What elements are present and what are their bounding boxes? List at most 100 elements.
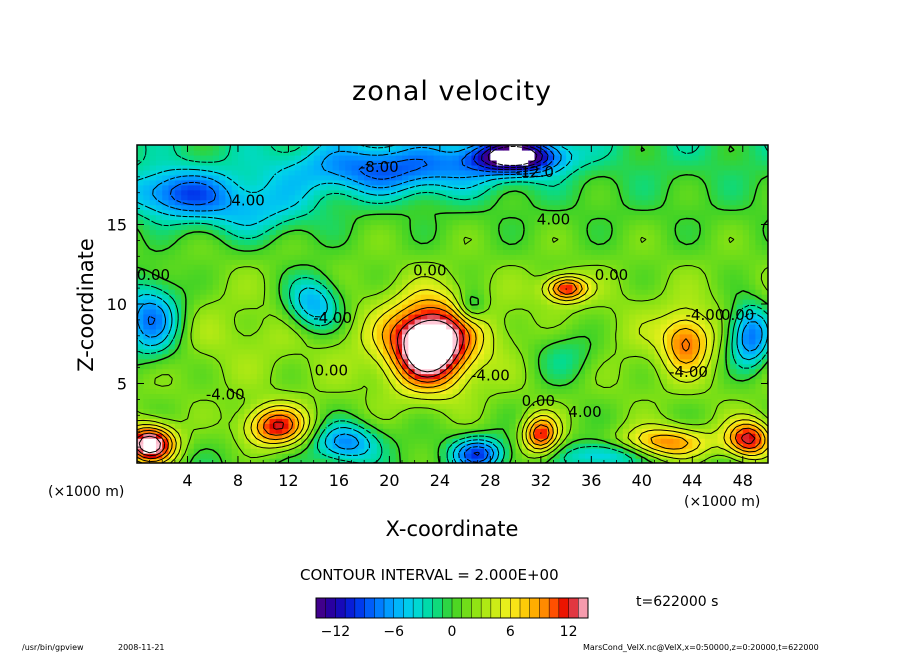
field-cell <box>206 458 214 463</box>
field-cell <box>162 323 170 330</box>
field-cell <box>301 408 308 414</box>
field-cell <box>685 284 693 290</box>
field-cell <box>502 313 510 320</box>
field-cell <box>345 358 353 365</box>
field-cell <box>200 244 208 250</box>
field-cell <box>736 393 744 400</box>
field-cell <box>219 289 226 295</box>
field-cell <box>345 279 353 285</box>
field-cell <box>692 313 700 320</box>
field-cell <box>250 353 258 360</box>
field-cell <box>149 368 157 375</box>
field-cell <box>717 264 725 270</box>
field-cell <box>326 249 334 255</box>
field-cell <box>395 438 403 444</box>
field-cell <box>641 294 649 300</box>
field-cell <box>755 378 763 385</box>
field-cell <box>143 333 151 340</box>
field-cell <box>477 219 485 226</box>
field-cell <box>484 348 491 355</box>
field-cell <box>237 274 245 280</box>
field-cell <box>591 219 599 226</box>
field-cell <box>622 333 630 340</box>
field-cell <box>648 289 656 295</box>
field-cell <box>294 378 302 385</box>
field-cell <box>711 418 719 424</box>
field-cell <box>402 423 409 429</box>
field-cell <box>389 284 397 290</box>
field-cell <box>540 299 548 305</box>
field-cell <box>282 249 290 255</box>
field-cell <box>250 403 258 409</box>
field-cell <box>193 338 201 345</box>
field-cell <box>654 388 662 395</box>
field-cell <box>427 403 435 409</box>
field-cell <box>446 418 454 424</box>
field-cell <box>206 249 214 255</box>
field-cell <box>742 269 750 275</box>
field-cell <box>685 224 693 231</box>
field-cell <box>559 264 567 270</box>
field-cell <box>566 219 573 226</box>
field-cell <box>723 279 731 285</box>
field-cell <box>351 289 359 295</box>
field-cell <box>313 289 321 295</box>
field-cell <box>641 313 649 320</box>
field-cell <box>477 448 485 454</box>
field-cell <box>446 403 454 409</box>
field-cell <box>313 353 321 360</box>
field-cell <box>212 368 220 375</box>
field-cell <box>660 363 668 370</box>
field-cell <box>654 363 662 370</box>
field-cell <box>338 363 346 370</box>
field-cell <box>717 418 725 424</box>
field-cell <box>578 269 586 275</box>
field-cell <box>427 224 435 231</box>
field-cell <box>635 323 643 330</box>
field-cell <box>723 294 731 300</box>
field-cell <box>711 383 719 390</box>
field-cell <box>585 423 592 429</box>
field-cell <box>307 323 315 330</box>
field-cell <box>357 313 365 320</box>
field-cell <box>174 224 182 231</box>
field-cell <box>439 244 447 250</box>
field-cell <box>452 249 460 255</box>
field-cell <box>540 249 548 255</box>
field-cell <box>307 259 315 265</box>
field-cell <box>275 398 283 404</box>
field-cell <box>212 304 220 310</box>
field-cell <box>490 408 498 414</box>
field-cell <box>282 294 290 300</box>
field-cell <box>458 388 466 395</box>
field-cell <box>641 343 649 350</box>
field-cell <box>174 428 182 434</box>
field-cell <box>484 304 491 310</box>
field-cell <box>149 269 157 275</box>
field-cell <box>591 378 599 385</box>
field-cell <box>294 393 302 400</box>
field-cell <box>155 308 163 315</box>
field-cell <box>313 249 321 255</box>
field-cell <box>420 328 428 335</box>
field-cell <box>641 214 649 221</box>
field-cell <box>162 373 170 380</box>
field-cell <box>477 383 485 390</box>
field-cell <box>275 423 283 429</box>
field-cell <box>755 428 763 434</box>
field-cell <box>237 313 245 320</box>
field-cell <box>269 214 277 221</box>
field-cell <box>496 244 504 250</box>
field-cell <box>338 274 346 280</box>
field-cell <box>200 328 208 335</box>
field-cell <box>275 378 283 385</box>
field-cell <box>319 328 327 335</box>
field-cell <box>395 343 403 350</box>
field-cell <box>168 214 176 221</box>
field-cell <box>509 224 517 231</box>
field-cell <box>736 383 744 390</box>
field-cell <box>294 259 302 265</box>
field-cell <box>143 279 151 285</box>
field-cell <box>717 393 725 400</box>
field-cell <box>679 219 687 226</box>
